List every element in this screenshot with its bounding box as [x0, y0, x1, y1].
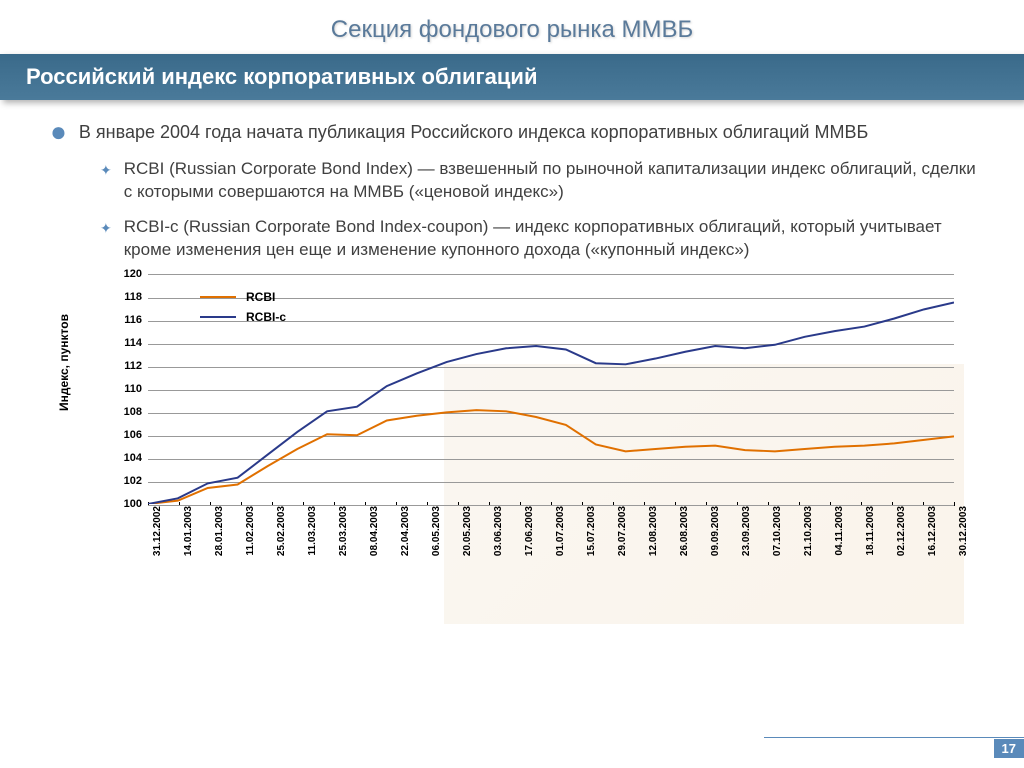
x-tick-label: 25.03.2003 [338, 506, 349, 556]
y-tick-label: 116 [124, 314, 142, 326]
bullet-sub1-text: RCBI (Russian Corporate Bond Index) — вз… [124, 158, 984, 204]
chart-container: Индекс, пунктов 100102104106108110112114… [70, 274, 964, 624]
legend-swatch-rcbi [200, 296, 236, 298]
y-tick-label: 108 [124, 406, 142, 418]
x-tick-label: 18.11.2003 [865, 506, 876, 556]
y-tick-label: 120 [124, 268, 142, 280]
x-tick-label: 09.09.2003 [710, 506, 721, 556]
x-tick-label: 22.04.2003 [400, 506, 411, 556]
page-number: 17 [994, 739, 1024, 758]
y-tick-label: 102 [124, 475, 142, 487]
x-tick-label: 23.09.2003 [741, 506, 752, 556]
slide-header: Секция фондового рынка ММВБ [0, 0, 1024, 54]
legend-swatch-rcbic [200, 316, 236, 318]
series-line-RCBI-c [148, 303, 954, 505]
legend-label-rcbic: RCBI-c [246, 310, 286, 324]
y-tick-label: 114 [124, 337, 142, 349]
y-tick-label: 118 [124, 291, 142, 303]
x-tick-label: 25.02.2003 [276, 506, 287, 556]
y-axis-label: Индекс, пунктов [57, 314, 71, 411]
x-tick-label: 14.01.2003 [183, 506, 194, 556]
x-tick-label: 29.07.2003 [617, 506, 628, 556]
x-tick-label: 01.07.2003 [555, 506, 566, 556]
legend-row-rcbi: RCBI [200, 290, 286, 304]
x-tick-label: 21.10.2003 [803, 506, 814, 556]
x-tick-label: 28.01.2003 [214, 506, 225, 556]
x-tick-label: 26.08.2003 [679, 506, 690, 556]
bullet-diamond-icon: ✦ [100, 219, 112, 238]
bullet-main: ● В январе 2004 года начата публикация Р… [50, 120, 984, 144]
bullet-dot-icon: ● [50, 120, 67, 144]
x-tick-label: 04.11.2003 [834, 506, 845, 556]
x-tick-label: 02.12.2003 [896, 506, 907, 556]
x-tick-label: 11.02.2003 [245, 506, 256, 556]
legend-row-rcbic: RCBI-c [200, 310, 286, 324]
gridline [148, 505, 954, 506]
x-tick-label: 11.03.2003 [307, 506, 318, 556]
x-tick-label: 07.10.2003 [772, 506, 783, 556]
y-tick-label: 110 [124, 383, 142, 395]
y-tick-label: 106 [124, 429, 142, 441]
y-tick-label: 104 [124, 452, 142, 464]
x-tick-label: 30.12.2003 [958, 506, 969, 556]
x-tick-mark [954, 502, 955, 506]
content-area: ● В январе 2004 года начата публикация Р… [0, 120, 1024, 624]
x-tick-label: 06.05.2003 [431, 506, 442, 556]
x-tick-label: 20.05.2003 [462, 506, 473, 556]
chart-legend: RCBI RCBI-c [200, 290, 286, 330]
x-tick-label: 31.12.2002 [152, 506, 163, 556]
x-tick-label: 03.06.2003 [493, 506, 504, 556]
y-tick-label: 100 [124, 498, 142, 510]
y-tick-label: 112 [124, 360, 142, 372]
x-tick-label: 17.06.2003 [524, 506, 535, 556]
bullet-sub-1: ✦ RCBI (Russian Corporate Bond Index) — … [100, 158, 984, 204]
series-line-RCBI [148, 410, 954, 504]
x-axis-ticks: 31.12.2002 14.01.2003 28.01.2003 11.02.2003… [148, 506, 954, 606]
bullet-sub-2: ✦ RCBI-c (Russian Corporate Bond Index-c… [100, 216, 984, 262]
x-tick-label: 16.12.2003 [927, 506, 938, 556]
bullet-main-text: В январе 2004 года начата публикация Рос… [79, 120, 868, 144]
x-tick-label: 08.04.2003 [369, 506, 380, 556]
bullet-diamond-icon: ✦ [100, 161, 112, 180]
x-tick-label: 15.07.2003 [586, 506, 597, 556]
footer-line [764, 737, 1024, 738]
legend-label-rcbi: RCBI [246, 290, 275, 304]
section-title-bar: Российский индекс корпоративных облигаци… [0, 54, 1024, 100]
x-tick-label: 12.08.2003 [648, 506, 659, 556]
bullet-sub2-text: RCBI-c (Russian Corporate Bond Index-cou… [124, 216, 984, 262]
